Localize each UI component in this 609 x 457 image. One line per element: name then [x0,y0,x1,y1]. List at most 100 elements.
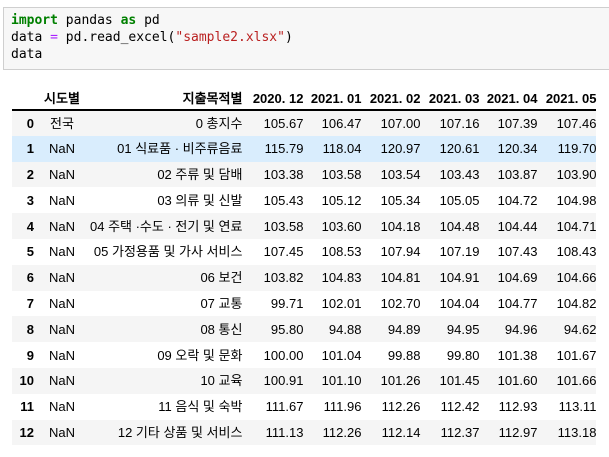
column-header: 시도별 [34,88,90,111]
cell-value: 102.70 [380,295,421,311]
table-row[interactable]: 6 NaN 06 보건 103.82 104.83 104.81 104.91 104.69 1… [12,264,597,291]
table-row[interactable]: 3 NaN 03 의류 및 신발 105.43 105.12 105.34 105.05 10… [12,187,597,213]
code-token-plain: data [11,30,51,45]
cell-purpose: 12 기타 상품 및 서비스 [117,424,243,440]
cell-value: 104.44 [497,218,538,234]
code-cell[interactable]: import pandas as pd data = pd.read_excel… [3,7,609,70]
cell-purpose: 03 의류 및 신발 [157,192,243,208]
cell-value: 104.77 [497,295,538,311]
cell-value: 103.58 [263,218,304,234]
row-index: 9 [26,347,34,363]
dataframe-table: 시도별 지출목적별 2020. 12 2021. 01 2021. 02 2021. 03… [12,88,597,446]
cell-purpose: 06 보건 [200,270,243,286]
header-row: 시도별 지출목적별 2020. 12 2021. 01 2021. 02 2021. 03… [12,88,597,111]
cell-value: 101.67 [556,347,597,363]
cell-value: 99.80 [446,347,480,363]
table-row[interactable]: 5 NaN 05 가정용품 및 가사 서비스 107.45 108.53 107.94 10… [12,239,597,265]
cell-value: 101.60 [497,373,538,389]
row-index: 8 [26,321,34,337]
cell-value: 99.88 [387,347,421,363]
cell-value: 104.69 [497,270,538,286]
cell-sido: NaN [48,373,75,389]
cell-value: 103.38 [263,166,304,182]
cell-value: 104.04 [439,295,480,311]
cell-value: 111.96 [323,399,362,415]
cell-value: 101.04 [321,347,362,363]
cell-sido: NaN [48,244,75,260]
table-row[interactable]: 0 전국 0 총지수 105.67 106.47 107.00 107.16 107.39 10… [12,110,597,136]
cell-value: 104.72 [497,192,538,208]
cell-value: 120.97 [380,141,421,157]
cell-value: 104.91 [439,270,480,286]
index-column-header [12,88,34,111]
cell-value: 101.66 [556,373,597,389]
cell-sido: NaN [48,192,75,208]
cell-value: 103.54 [380,166,421,182]
table-row[interactable]: 11 NaN 11 음식 및 숙박 111.67 111.96 112.26 112.42 1… [12,394,596,420]
code-token-plain: pandas [57,13,121,28]
cell-value: 103.87 [497,166,538,182]
cell-sido: NaN [48,321,75,337]
cell-value: 105.34 [380,192,421,208]
cell-value: 107.94 [380,244,421,260]
cell-value: 104.82 [556,295,597,311]
cell-value: 105.67 [263,115,304,131]
table-row[interactable]: 2 NaN 02 주류 및 담배 103.38 103.58 103.54 103.43 10… [12,161,597,188]
cell-value: 112.26 [322,424,362,440]
cell-value: 112.42 [440,399,480,415]
table-row[interactable]: 1 NaN 01 식료품 · 비주류음료 115.79 118.04 120.97 120.… [12,135,597,162]
cell-value: 104.66 [556,270,597,286]
cell-value: 105.05 [439,192,480,208]
cell-value: 100.91 [263,373,304,389]
table-row[interactable]: 9 NaN 09 오락 및 문화 100.00 101.04 99.88 99.80 101.… [12,342,597,368]
cell-value: 112.14 [381,424,421,440]
row-index: 12 [19,424,34,440]
table-row[interactable]: 7 NaN 07 교통 99.71 102.01 102.70 104.04 104.77 10… [12,291,597,317]
cell-value: 103.43 [439,166,480,182]
cell-value: 112.97 [498,424,538,440]
cell-value: 100.00 [263,347,304,363]
table-row[interactable]: 8 NaN 08 통신 95.80 94.88 94.89 94.95 94.96 94.62 [12,316,597,343]
cell-value: 95.80 [270,321,304,337]
cell-purpose: 01 식료품 · 비주류음료 [117,141,243,157]
table-row[interactable]: 10 NaN 10 교육 100.91 101.10 101.26 101.45 101.60… [12,367,597,394]
cell-purpose: 11 음식 및 숙박 [158,399,243,415]
cell-sido: NaN [48,141,75,157]
cell-sido: 전국 [50,115,74,131]
code-token-plain: data [11,47,43,62]
cell-purpose: 04 주택 ·수도 · 전기 및 연료 [90,218,243,234]
column-header: 2021. 04 [479,88,538,111]
code-token-plain: pd.read_excel( [57,30,176,45]
row-index: 4 [26,218,34,234]
cell-sido: NaN [48,295,75,311]
table-body: 0 전국 0 총지수 105.67 106.47 107.00 107.16 107.39 10… [12,110,597,446]
cell-value: 120.61 [439,141,480,157]
cell-value: 104.98 [556,192,597,208]
cell-value: 113.11 [558,399,597,415]
table-row[interactable]: 4 NaN 04 주택 ·수도 · 전기 및 연료 103.58 103.60 104.1… [12,213,597,239]
code-token-plain: ) [284,30,293,45]
table-row[interactable]: 12 NaN 12 기타 상품 및 서비스 111.13 112.26 112.14 112… [12,419,597,446]
cell-value: 115.79 [264,141,304,157]
cell-sido: NaN [48,399,75,415]
cell-value: 104.71 [556,218,597,234]
cell-sido: NaN [48,424,75,440]
cell-purpose: 0 총지수 [195,115,243,131]
cell-purpose: 10 교육 [200,373,243,389]
cell-value: 108.53 [321,244,362,260]
cell-value: 104.83 [321,270,362,286]
cell-value: 107.39 [497,115,538,131]
cell-value: 119.70 [557,141,597,157]
row-index: 1 [26,141,34,157]
cell-value: 94.95 [446,321,480,337]
cell-value: 105.43 [263,192,304,208]
cell-value: 104.81 [380,270,421,286]
cell-value: 111.13 [265,424,304,440]
cell-value: 103.60 [321,218,362,234]
column-header: 2021. 01 [303,88,362,111]
cell-value: 107.00 [380,115,421,131]
cell-value: 94.96 [504,321,538,337]
cell-value: 102.01 [321,295,362,311]
code-token-plain: pd [136,13,160,28]
cell-value: 108.43 [556,244,597,260]
